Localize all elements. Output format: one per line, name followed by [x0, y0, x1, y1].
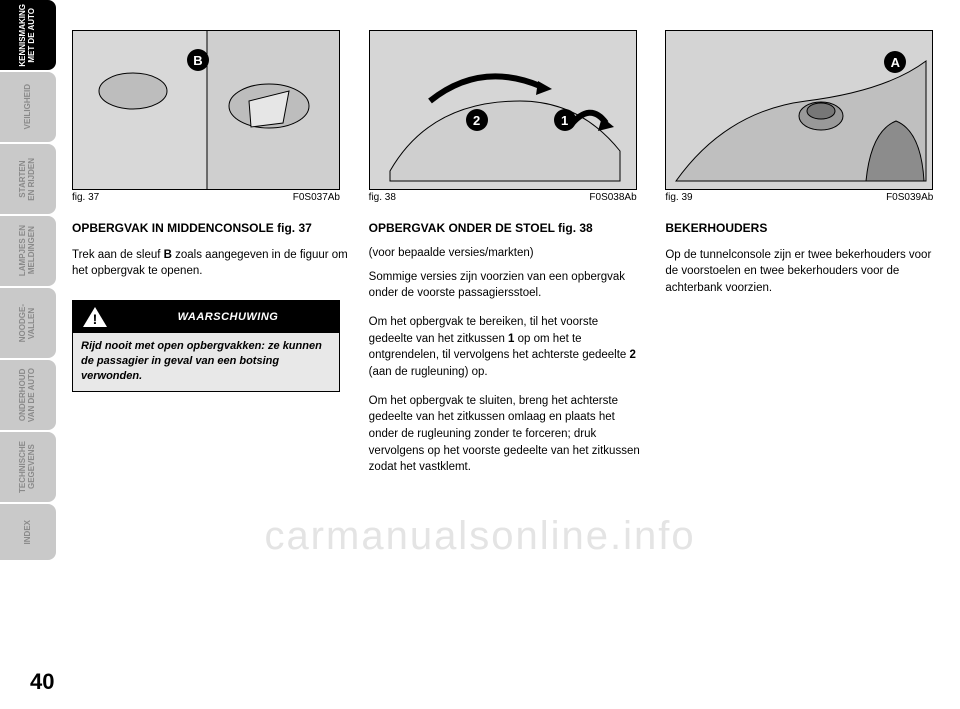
heading-opbergvak-stoel: OPBERGVAK ONDER DE STOEL fig. 38	[369, 221, 646, 237]
text-bold: B	[164, 249, 172, 261]
nav-tab-lampjes[interactable]: LAMPJES EN MELDINGEN	[0, 216, 56, 286]
nav-tab-noodgevallen[interactable]: NOODGE- VALLEN	[0, 288, 56, 358]
svg-text:!: !	[93, 311, 98, 327]
figure-number: fig. 37	[72, 192, 99, 203]
nav-tab-label: INDEX	[24, 520, 33, 544]
nav-tab-label: LAMPJES EN MELDINGEN	[19, 225, 37, 276]
warning-title: WAARSCHUWING	[117, 301, 339, 333]
nav-tab-label: STARTEN EN RIJDEN	[19, 158, 37, 201]
column-2: 1 2 fig. 38 F0S038Ab OPBERGVAK ONDER DE …	[369, 30, 646, 488]
text-fragment: Trek aan de sleuf	[72, 249, 164, 261]
nav-tab-label: KENNISMAKING MET DE AUTO	[19, 4, 37, 67]
callout-1: 1	[554, 109, 576, 131]
page-content: B fig. 37 F0S037Ab OPBERGVAK IN MIDDENCO…	[72, 30, 942, 488]
nav-tab-veiligheid[interactable]: VEILIGHEID	[0, 72, 56, 142]
watermark: carmanualsonline.info	[264, 514, 695, 559]
figure-number: fig. 38	[369, 192, 396, 203]
page-number: 40	[30, 669, 54, 695]
figure-39: A	[665, 30, 933, 190]
subtitle: (voor bepaalde versies/markten)	[369, 247, 646, 259]
nav-tab-label: TECHNISCHE GEGEVENS	[19, 441, 37, 493]
callout-2: 2	[466, 109, 488, 131]
figure-38: 1 2	[369, 30, 637, 190]
warning-icon: !	[73, 301, 117, 333]
body-text: Trek aan de sleuf B zoals aangegeven in …	[72, 247, 349, 280]
figure-number: fig. 39	[665, 192, 692, 203]
body-text: Om het opbergvak te sluiten, breng het a…	[369, 393, 646, 476]
figure-code: F0S039Ab	[886, 192, 933, 203]
heading-bekerhouders: BEKERHOUDERS	[665, 221, 942, 237]
body-text: Sommige versies zijn voorzien van een op…	[369, 269, 646, 302]
warning-body: Rijd nooit met open opbergvakken: ze kun…	[73, 333, 339, 392]
nav-tab-technisch[interactable]: TECHNISCHE GEGEVENS	[0, 432, 56, 502]
nav-tab-index[interactable]: INDEX	[0, 504, 56, 560]
nav-tab-kennismaking[interactable]: KENNISMAKING MET DE AUTO	[0, 0, 56, 70]
callout-b: B	[187, 49, 209, 71]
body-text: Om het opbergvak te bereiken, til het vo…	[369, 314, 646, 381]
nav-tab-onderhoud[interactable]: ONDERHOUD VAN DE AUTO	[0, 360, 56, 430]
figure-38-caption: fig. 38 F0S038Ab	[369, 192, 637, 203]
nav-tab-label: NOODGE- VALLEN	[19, 304, 37, 342]
figure-39-caption: fig. 39 F0S039Ab	[665, 192, 933, 203]
warning-header: ! WAARSCHUWING	[73, 301, 339, 333]
nav-tab-label: ONDERHOUD VAN DE AUTO	[19, 368, 37, 422]
nav-tab-label: VEILIGHEID	[24, 84, 33, 129]
text-fragment: (aan de rugleuning) op.	[369, 366, 488, 378]
figure-code: F0S037Ab	[293, 192, 340, 203]
figure-code: F0S038Ab	[589, 192, 636, 203]
nav-tab-starten[interactable]: STARTEN EN RIJDEN	[0, 144, 56, 214]
body-text: Op de tunnelconsole zijn er twee bekerho…	[665, 247, 942, 297]
column-1: B fig. 37 F0S037Ab OPBERGVAK IN MIDDENCO…	[72, 30, 349, 488]
figure-37-caption: fig. 37 F0S037Ab	[72, 192, 340, 203]
warning-box: ! WAARSCHUWING Rijd nooit met open opber…	[72, 300, 340, 393]
text-bold: 2	[630, 349, 636, 361]
figure-38-svg	[370, 31, 637, 190]
column-3: A fig. 39 F0S039Ab BEKERHOUDERS Op de tu…	[665, 30, 942, 488]
heading-opbergvak-middenconsole: OPBERGVAK IN MIDDENCONSOLE fig. 37	[72, 221, 349, 237]
figure-37: B	[72, 30, 340, 190]
side-nav: KENNISMAKING MET DE AUTO VEILIGHEID STAR…	[0, 0, 56, 709]
